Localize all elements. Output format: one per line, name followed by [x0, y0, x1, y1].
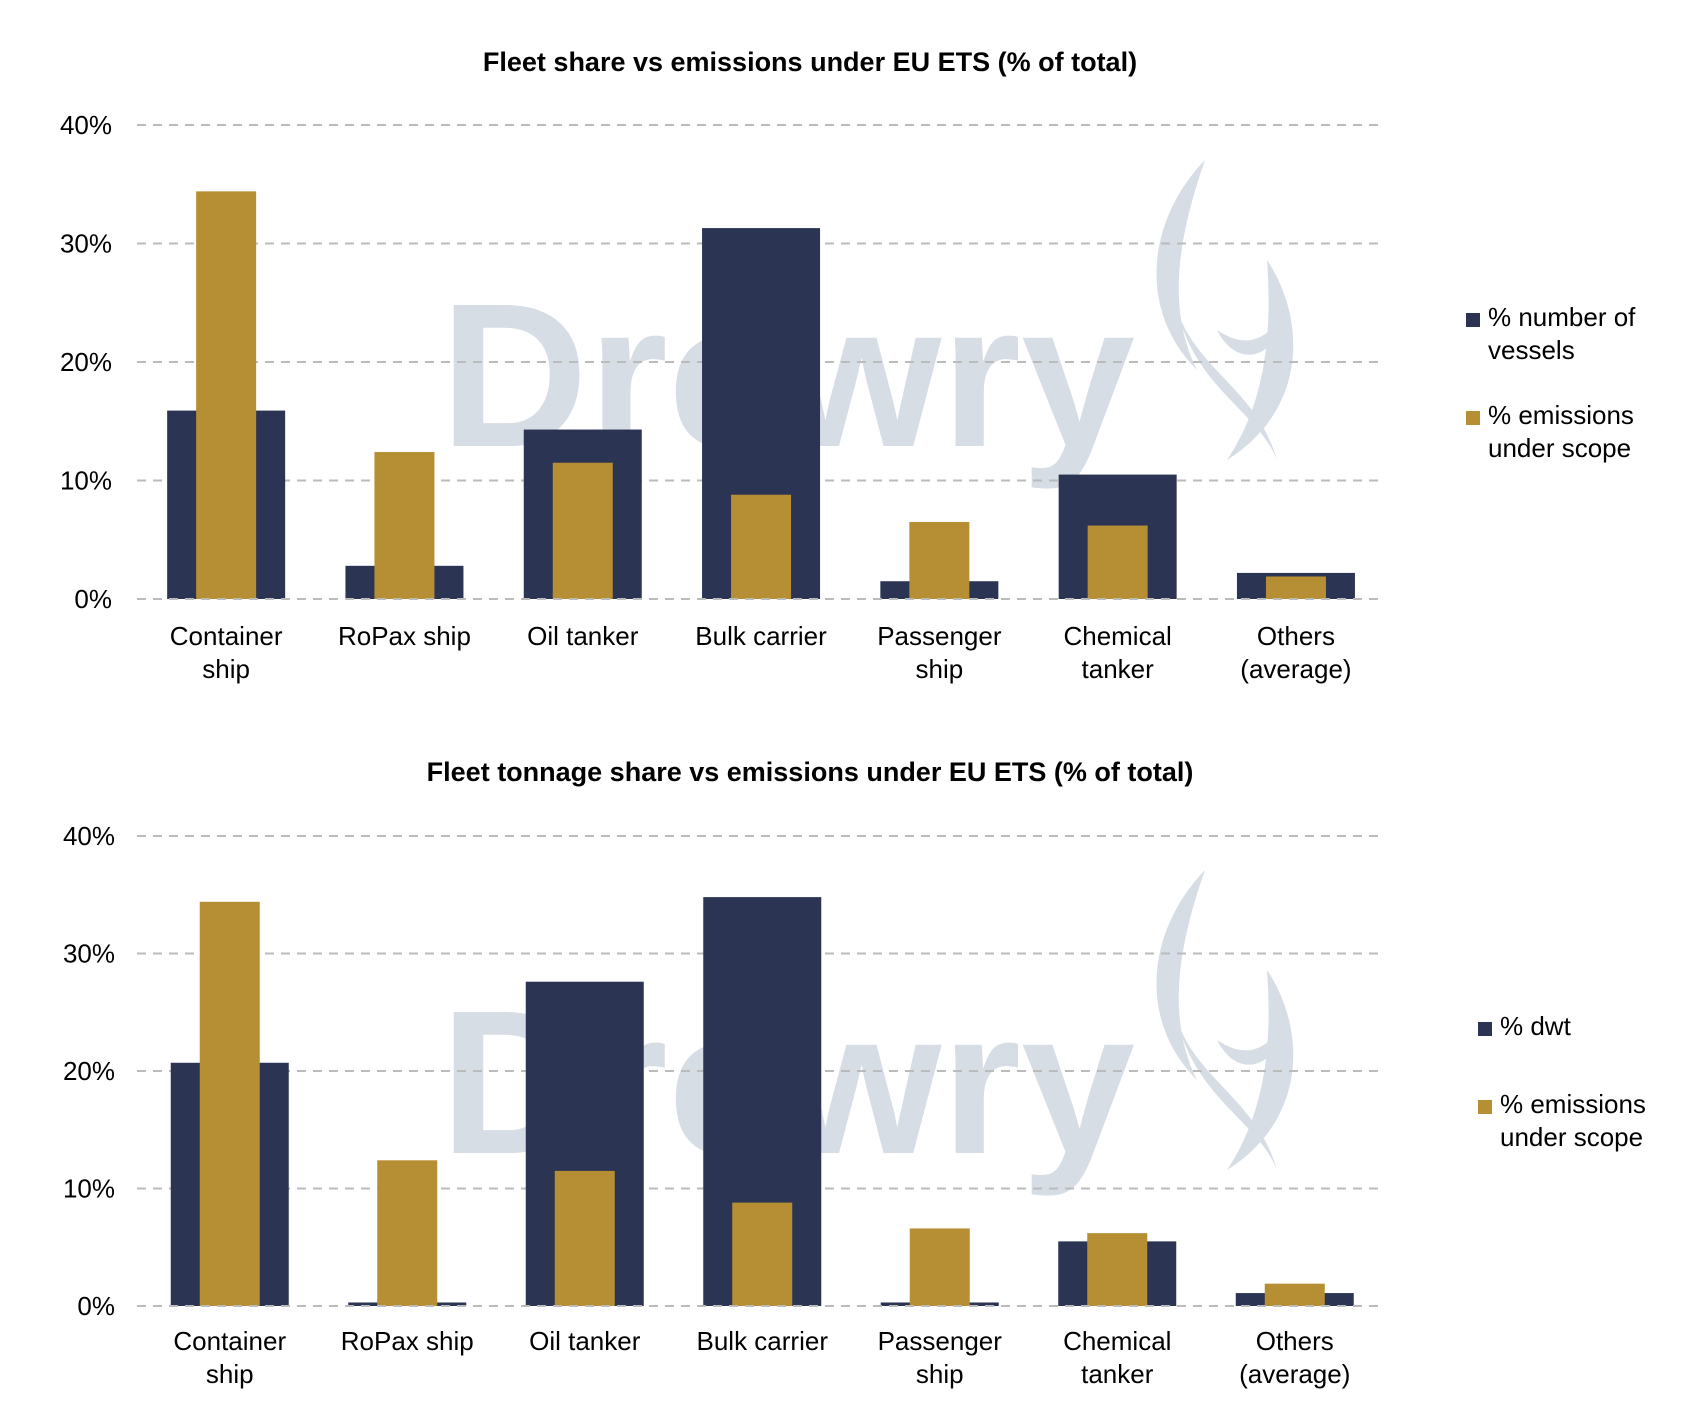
chart-title: Fleet tonnage share vs emissions under E…	[427, 757, 1194, 787]
chart-title: Fleet share vs emissions under EU ETS (%…	[483, 47, 1137, 77]
bar-emissions	[552, 462, 613, 599]
x-category-label: Others (average)	[1239, 1326, 1350, 1389]
y-tick-label: 10%	[60, 466, 112, 496]
bar-emissions	[374, 452, 435, 599]
x-category-label: Passenger ship	[877, 621, 1002, 684]
legend-label: % number of vessels	[1488, 302, 1636, 365]
bar-emissions	[1265, 576, 1326, 599]
bar-emissions	[909, 521, 970, 599]
flame-icon	[1156, 870, 1294, 1170]
bar-emissions	[1087, 1233, 1148, 1306]
x-category-label: Bulk carrier	[697, 1326, 829, 1356]
bar-emissions	[731, 494, 792, 599]
x-category-label: RoPax ship	[341, 1326, 474, 1356]
y-tick-label: 20%	[60, 347, 112, 377]
bar-emissions	[554, 1170, 615, 1306]
bar-emissions	[196, 191, 257, 600]
y-tick-label: 20%	[63, 1056, 115, 1086]
x-category-label: Oil tanker	[529, 1326, 641, 1356]
bar-emissions	[199, 901, 260, 1306]
legend-swatch	[1478, 1100, 1492, 1114]
legend-label: % emissions under scope	[1500, 1089, 1646, 1152]
flame-icon	[1156, 160, 1294, 460]
bar-emissions	[1087, 525, 1148, 599]
legend: % number of vessels % emissions under scope	[1466, 302, 1636, 463]
x-category-label: Chemical tanker	[1063, 621, 1171, 684]
legend-swatch	[1478, 1022, 1492, 1036]
y-tick-label: 10%	[63, 1174, 115, 1204]
x-category-label: Oil tanker	[527, 621, 639, 651]
y-tick-label: 30%	[63, 939, 115, 969]
bar-emissions	[377, 1160, 438, 1306]
bar-emissions	[1264, 1283, 1325, 1306]
x-category-label: Others (average)	[1240, 621, 1351, 684]
legend-label: % dwt	[1500, 1011, 1572, 1041]
y-tick-label: 30%	[60, 229, 112, 259]
x-category-label: Passenger ship	[878, 1326, 1003, 1389]
bar-emissions	[909, 1228, 970, 1306]
y-tick-label: 40%	[63, 821, 115, 851]
x-category-label: Chemical tanker	[1063, 1326, 1171, 1389]
legend: % dwt % emissions under scope	[1478, 1011, 1646, 1152]
x-category-label: Bulk carrier	[695, 621, 827, 651]
legend-swatch	[1466, 313, 1480, 327]
x-category-label: RoPax ship	[338, 621, 471, 651]
x-category-label: Container ship	[170, 621, 283, 684]
y-tick-label: 0%	[74, 584, 112, 614]
y-tick-label: 0%	[77, 1291, 115, 1321]
legend-swatch	[1466, 411, 1480, 425]
y-tick-label: 40%	[60, 110, 112, 140]
bar-emissions	[732, 1202, 793, 1306]
x-category-label: Container ship	[173, 1326, 286, 1389]
legend-label: % emissions under scope	[1488, 400, 1634, 463]
